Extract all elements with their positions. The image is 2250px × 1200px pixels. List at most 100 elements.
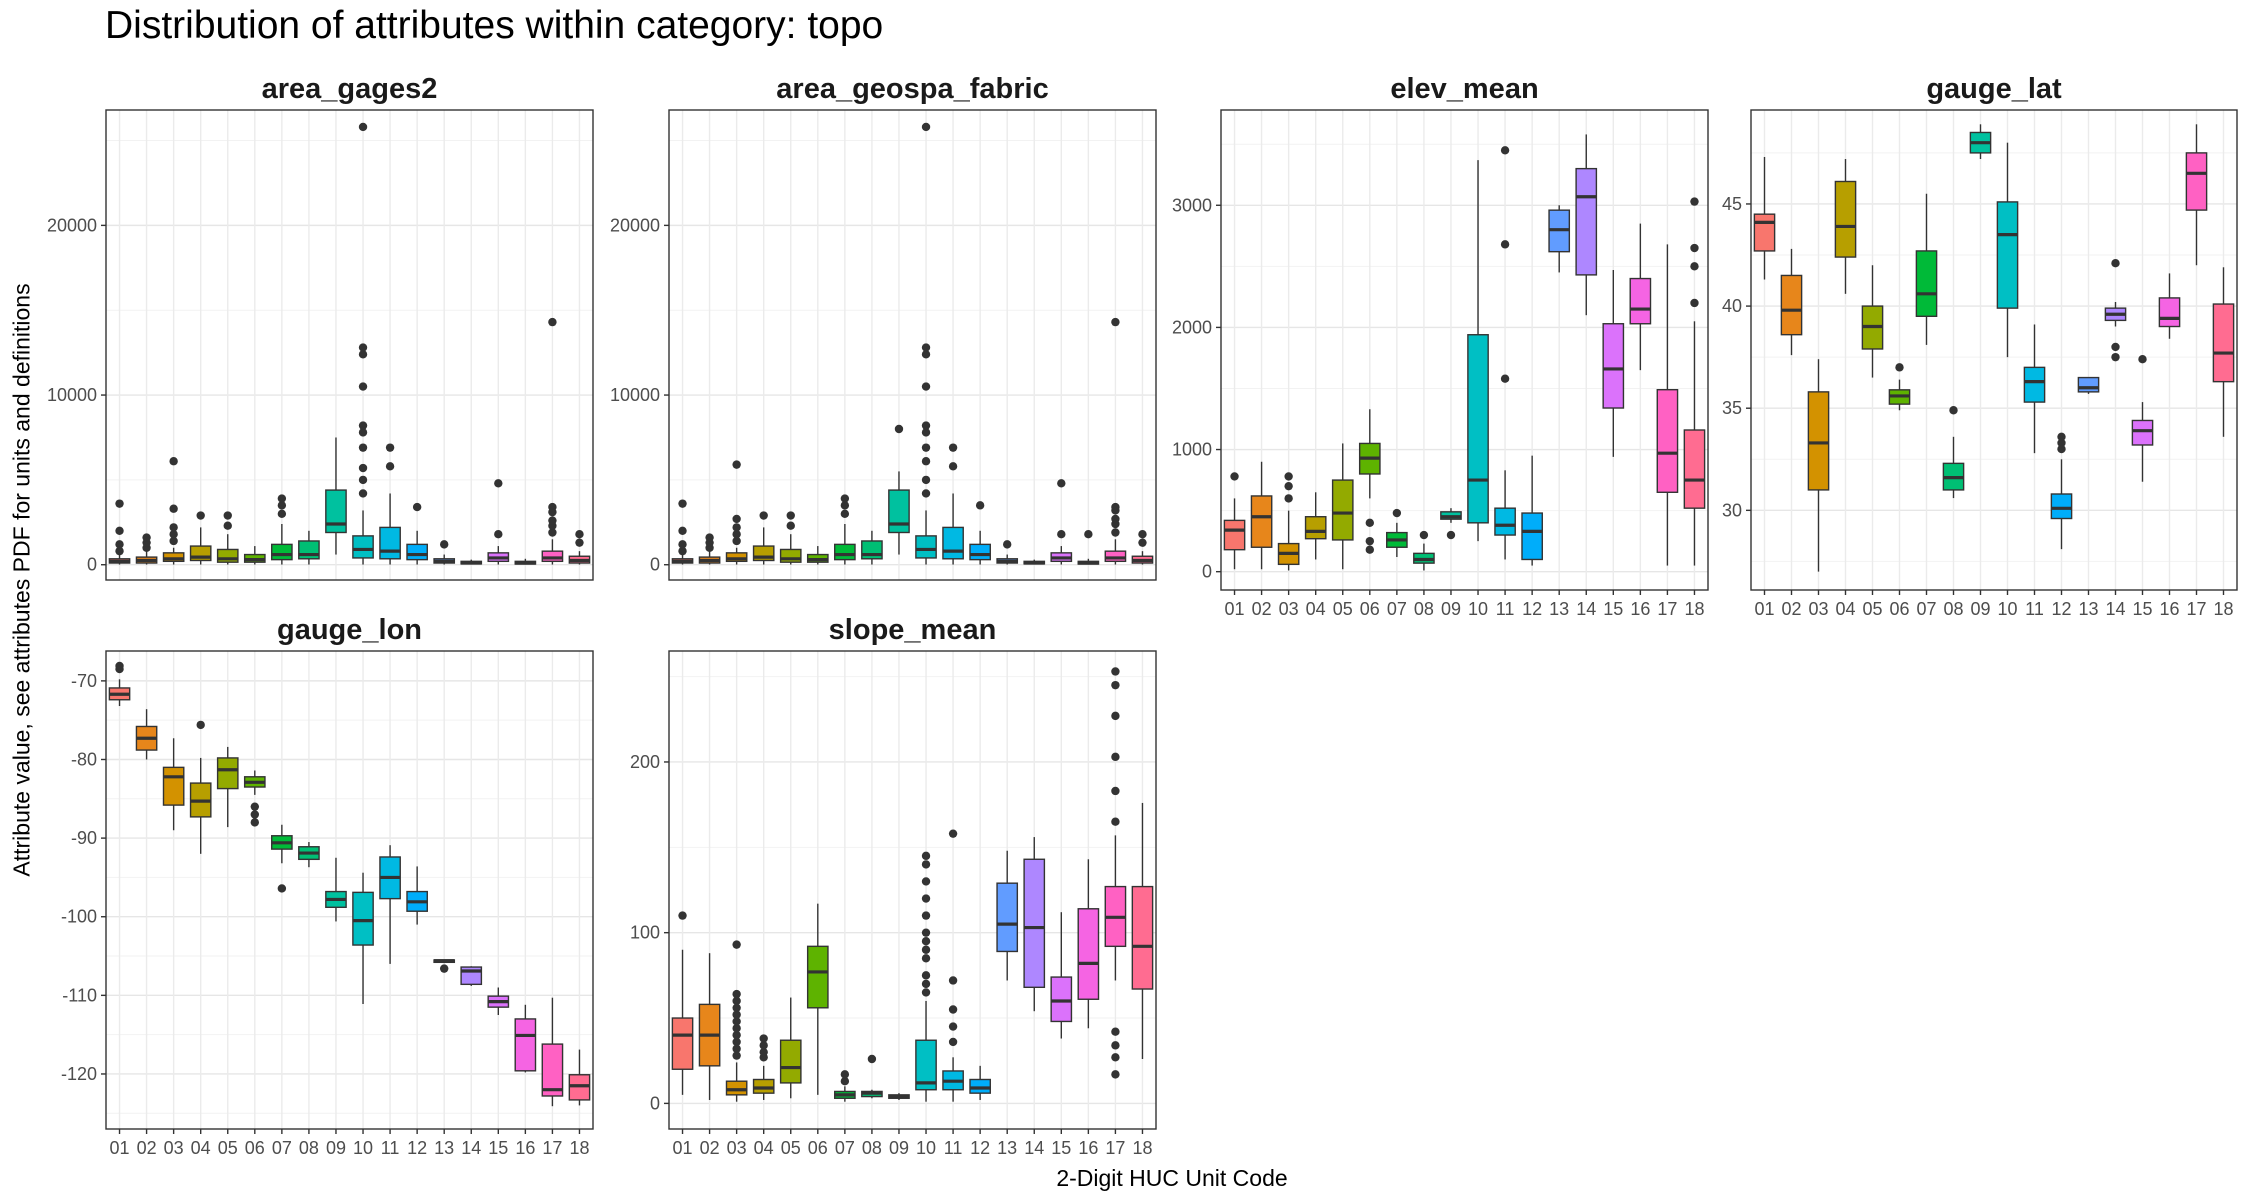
panel-border — [105, 109, 594, 581]
outlier-point — [921, 928, 931, 937]
y-tick-label: 0 — [1202, 562, 1212, 582]
outlier-point — [358, 350, 368, 359]
x-tick-label: 03 — [164, 1138, 184, 1158]
outlier-point — [975, 501, 985, 510]
outlier-point — [840, 1070, 850, 1079]
box-iqr — [915, 1039, 937, 1091]
outlier-point — [948, 829, 958, 838]
outlier-point — [732, 1051, 741, 1060]
box-09 — [1440, 508, 1462, 540]
x-tick-label: 05 — [218, 1138, 238, 1158]
y-tick-label: 20000 — [610, 215, 660, 235]
outlier-point — [575, 538, 584, 547]
panel-border — [668, 650, 1157, 1130]
box-04 — [1834, 159, 1857, 294]
x-tick-label: 18 — [569, 1138, 589, 1158]
outlier-point — [223, 521, 232, 530]
x-tick-label: 06 — [1889, 599, 1909, 619]
box-16 — [2158, 273, 2181, 339]
box-11 — [379, 845, 401, 964]
outlier-point — [786, 521, 795, 530]
x-tick-label: 11 — [1496, 599, 1515, 619]
box-iqr — [406, 543, 428, 561]
outlier-point — [1690, 298, 1699, 308]
panel-title: slope_mean — [829, 614, 997, 646]
page-title: Distribution of attributes within catego… — [105, 4, 884, 47]
box-05 — [1331, 443, 1354, 570]
x-tick-label: 13 — [434, 1138, 454, 1158]
box-18 — [568, 529, 591, 565]
outlier-point — [759, 1047, 768, 1057]
outlier-point — [358, 421, 368, 430]
box-iqr — [1915, 250, 1938, 317]
outlier-point — [921, 877, 931, 886]
outlier-point — [250, 818, 260, 827]
box-iqr — [2212, 303, 2235, 383]
outlier-point — [1500, 146, 1510, 155]
box-05 — [779, 997, 802, 1099]
box-iqr — [888, 489, 910, 534]
box-05 — [779, 511, 802, 565]
box-13 — [996, 540, 1019, 565]
box-02 — [1250, 461, 1273, 570]
box-iqr — [1996, 201, 2019, 309]
y-tick-label: -120 — [61, 1064, 97, 1084]
outlier-point — [1057, 479, 1066, 488]
x-tick-label: 15 — [488, 1138, 508, 1158]
box-02 — [135, 533, 158, 565]
x-tick-label: 14 — [461, 1138, 481, 1158]
box-02 — [698, 533, 721, 565]
panel-area_geospa_fabric: 0 10000 20000 area_geospa_fabric — [610, 73, 1157, 581]
outlier-point — [1284, 494, 1293, 503]
box-06 — [243, 546, 266, 565]
x-tick-label: 05 — [781, 1138, 801, 1158]
outlier-point — [115, 540, 124, 549]
box-iqr — [162, 552, 185, 563]
box-iqr — [1494, 507, 1516, 536]
panel-title: gauge_lon — [277, 614, 422, 646]
box-iqr — [2131, 419, 2154, 446]
y-tick-label: 30 — [1722, 500, 1742, 520]
box-01 — [671, 911, 694, 1095]
outlier-point — [840, 494, 850, 503]
box-06 — [1888, 363, 1911, 411]
box-06 — [806, 546, 829, 565]
x-tick-label: 04 — [1835, 599, 1855, 619]
outlier-point — [1057, 529, 1066, 539]
box-04 — [752, 511, 775, 565]
x-tick-label: 16 — [515, 1138, 535, 1158]
box-10 — [352, 122, 374, 565]
box-07 — [271, 824, 293, 893]
box-12 — [969, 501, 991, 565]
outlier-point — [439, 540, 449, 549]
outlier-point — [732, 529, 741, 539]
box-iqr — [216, 757, 239, 790]
x-tick-label: 13 — [997, 1138, 1017, 1158]
outlier-point — [1111, 502, 1120, 512]
outlier-point — [921, 945, 931, 954]
box-iqr — [2050, 493, 2073, 520]
box-16 — [514, 1004, 537, 1073]
outlier-point — [1111, 1041, 1120, 1050]
outlier-point — [277, 509, 287, 519]
box-13 — [433, 540, 456, 565]
outlier-point — [921, 911, 931, 920]
box-04 — [752, 1034, 775, 1100]
box-14 — [1023, 837, 1046, 1012]
outlier-point — [732, 996, 741, 1006]
box-07 — [271, 494, 293, 565]
outlier-point — [732, 940, 741, 949]
box-16 — [1077, 859, 1100, 1029]
box-17 — [541, 997, 564, 1107]
box-12 — [2050, 432, 2073, 550]
panel-area_gages2: 0 10000 20000 area_gages2 — [47, 73, 594, 581]
outlier-point — [921, 988, 931, 997]
box-18 — [568, 1049, 591, 1106]
box-01 — [671, 499, 694, 565]
outlier-point — [1365, 518, 1375, 528]
y-tick-label: 40 — [1722, 296, 1742, 316]
box-14 — [460, 966, 483, 986]
box-iqr — [671, 1017, 694, 1070]
box-iqr — [1753, 213, 1776, 252]
